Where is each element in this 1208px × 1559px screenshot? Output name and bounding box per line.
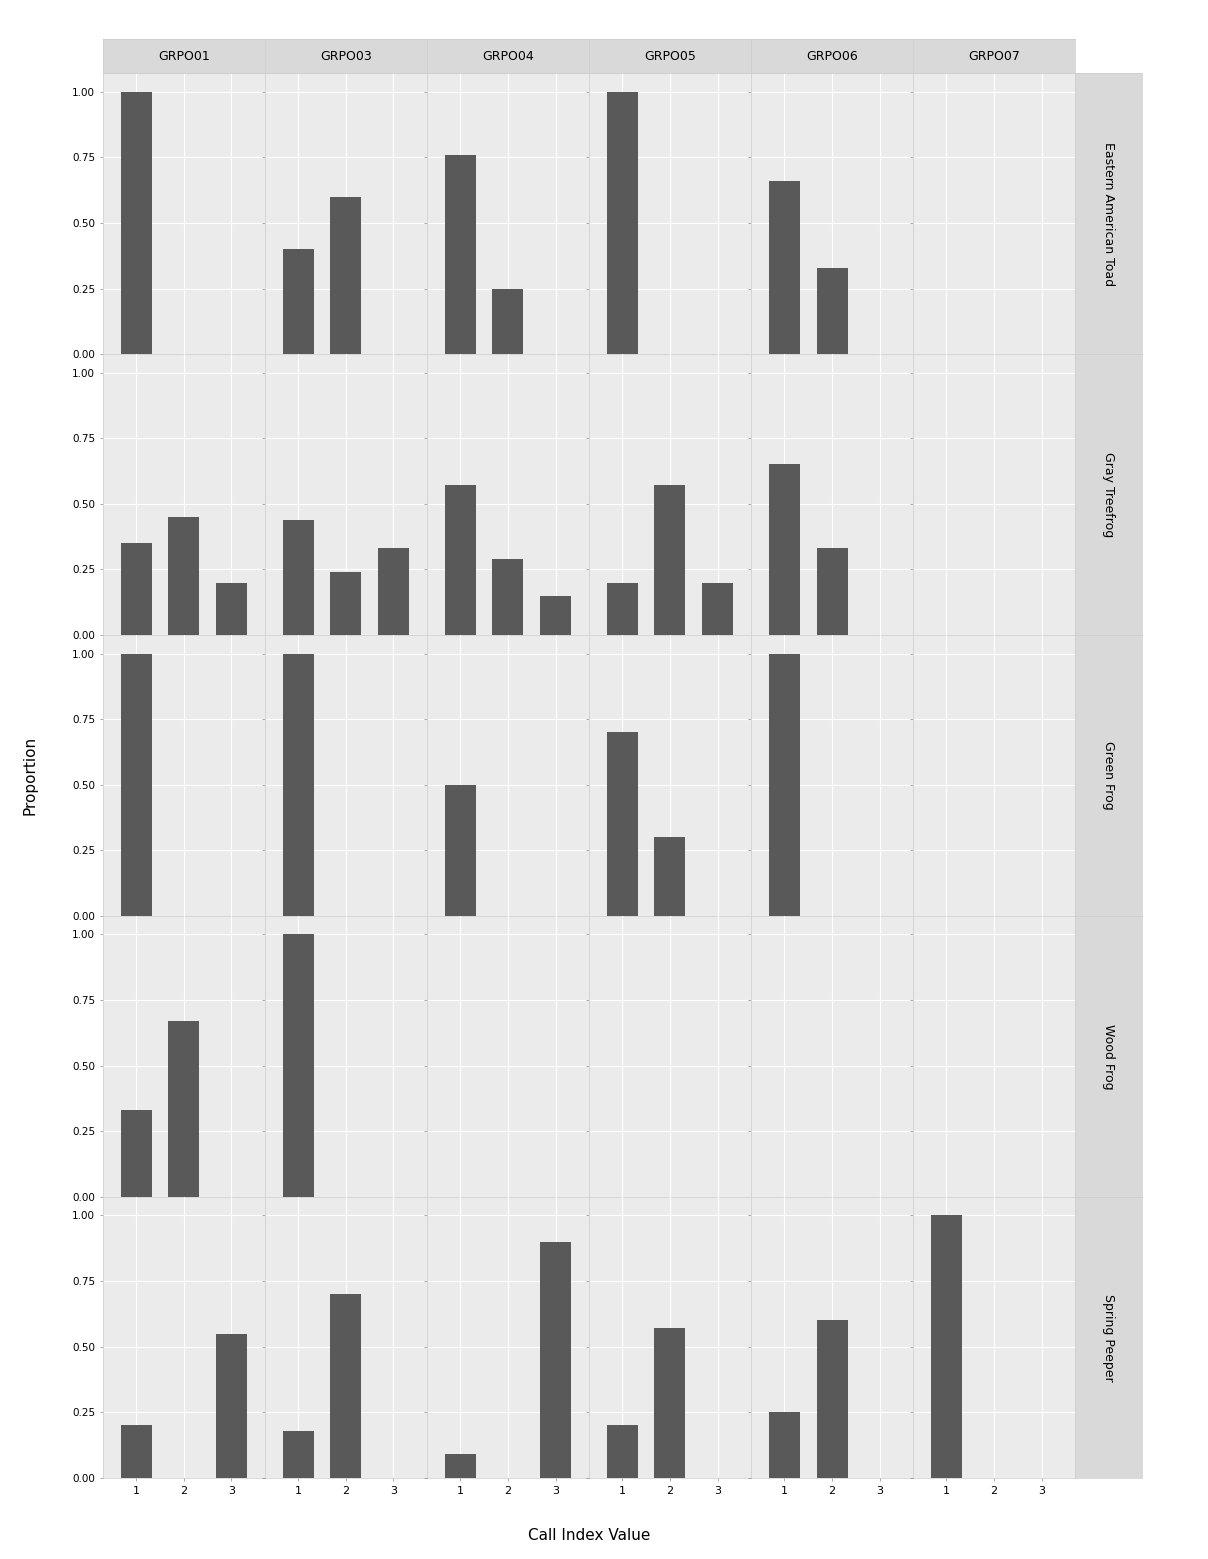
Bar bbox=[493, 560, 523, 635]
Bar bbox=[283, 519, 314, 635]
Bar bbox=[702, 583, 733, 635]
Bar bbox=[378, 549, 410, 635]
Bar bbox=[817, 268, 848, 354]
Text: Call Index Value: Call Index Value bbox=[528, 1528, 650, 1543]
Bar bbox=[216, 1333, 246, 1478]
Text: GRPO06: GRPO06 bbox=[806, 50, 858, 62]
Text: GRPO01: GRPO01 bbox=[158, 50, 210, 62]
Bar bbox=[330, 1294, 361, 1478]
Bar bbox=[768, 181, 800, 354]
Bar bbox=[445, 154, 476, 354]
Text: GRPO07: GRPO07 bbox=[968, 50, 1020, 62]
Bar bbox=[606, 583, 638, 635]
Bar bbox=[445, 1455, 476, 1478]
Bar bbox=[445, 784, 476, 917]
Bar bbox=[768, 1412, 800, 1478]
Text: GRPO05: GRPO05 bbox=[644, 50, 696, 62]
Bar bbox=[606, 92, 638, 354]
Bar bbox=[768, 653, 800, 917]
Bar bbox=[445, 485, 476, 635]
Bar bbox=[540, 596, 571, 635]
Bar bbox=[283, 249, 314, 354]
Bar bbox=[283, 653, 314, 917]
Bar bbox=[493, 288, 523, 354]
Bar bbox=[330, 572, 361, 635]
Text: Green Frog: Green Frog bbox=[1102, 741, 1115, 811]
Text: Gray Treefrog: Gray Treefrog bbox=[1102, 452, 1115, 538]
Bar bbox=[931, 1216, 962, 1478]
Text: Proportion: Proportion bbox=[23, 736, 37, 815]
Bar bbox=[606, 733, 638, 917]
Bar bbox=[655, 1328, 685, 1478]
Text: GRPO03: GRPO03 bbox=[320, 50, 372, 62]
Bar bbox=[121, 653, 151, 917]
Bar bbox=[330, 196, 361, 354]
Bar bbox=[121, 92, 151, 354]
Bar bbox=[817, 1320, 848, 1478]
Bar bbox=[168, 1021, 199, 1197]
Text: Eastern American Toad: Eastern American Toad bbox=[1102, 142, 1115, 285]
Bar bbox=[121, 1425, 151, 1478]
Bar bbox=[121, 1110, 151, 1197]
Bar bbox=[283, 934, 314, 1197]
Text: Spring Peeper: Spring Peeper bbox=[1102, 1294, 1115, 1381]
Bar bbox=[168, 518, 199, 635]
Bar bbox=[817, 549, 848, 635]
Bar bbox=[121, 543, 151, 635]
Bar bbox=[540, 1241, 571, 1478]
Bar bbox=[768, 465, 800, 635]
Text: GRPO04: GRPO04 bbox=[482, 50, 534, 62]
Bar bbox=[655, 485, 685, 635]
Bar bbox=[283, 1431, 314, 1478]
Text: Wood Frog: Wood Frog bbox=[1102, 1024, 1115, 1090]
Bar bbox=[655, 837, 685, 917]
Bar bbox=[606, 1425, 638, 1478]
Bar bbox=[216, 583, 246, 635]
